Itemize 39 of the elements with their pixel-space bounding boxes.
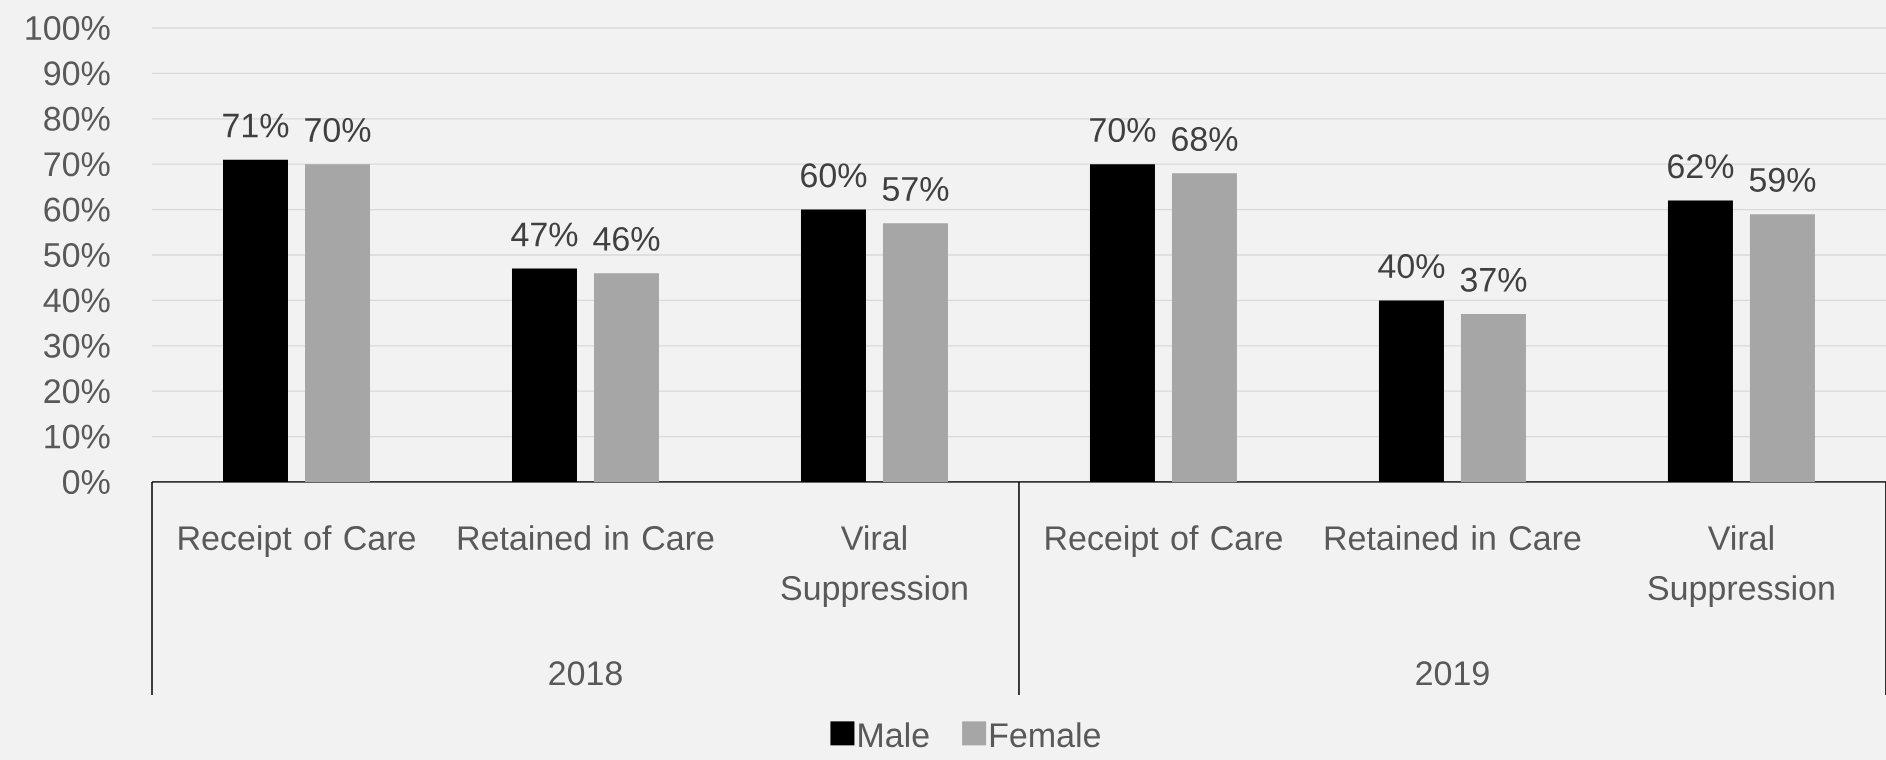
data-label: 57% — [882, 177, 949, 202]
data-label: 37% — [1460, 267, 1527, 292]
y-tick-label: 70% — [44, 152, 110, 177]
text: 2019 — [1416, 661, 1489, 686]
data-label: 60% — [801, 163, 867, 188]
y-tick-label: 90% — [44, 61, 110, 86]
y-tick-label: 0% — [62, 469, 110, 495]
data-label: 46% — [593, 226, 660, 251]
data-label: 62% — [1668, 154, 1734, 179]
data-label: 59% — [1749, 167, 1816, 192]
data-label: 68% — [1172, 127, 1238, 152]
y-tick-label: 10% — [45, 424, 110, 449]
y-tick-label: 20% — [44, 379, 110, 404]
bar — [593, 273, 659, 482]
data-label: 47% — [511, 222, 578, 247]
data-label: 70% — [1090, 117, 1156, 142]
y-tick-label: 30% — [44, 333, 110, 358]
bar — [1171, 173, 1237, 482]
y-tick-label: 80% — [44, 106, 110, 131]
x-tick-label: Viral Suppression — [1648, 525, 1834, 607]
bar — [1460, 314, 1526, 482]
data-label: 71% — [223, 113, 289, 138]
bar — [1749, 214, 1815, 482]
text: 2018 — [549, 661, 622, 686]
data-label: 40% — [1378, 254, 1445, 279]
x-tick-label: Receipt of Care — [1046, 525, 1282, 557]
y-tick-label: 40% — [43, 288, 110, 313]
y-tick-label: 100% — [26, 15, 110, 41]
data-label: 70% — [305, 117, 371, 142]
legend-label: Female — [990, 722, 1100, 748]
x-tick-label: Viral Suppression — [781, 525, 967, 607]
bar — [305, 164, 370, 482]
y-tick-label: 60% — [44, 197, 110, 222]
bar — [882, 223, 948, 482]
x-tick-label: Receipt of Care — [179, 525, 415, 557]
legend-label: Male — [859, 722, 929, 748]
x-tick-label: Retained in Care — [1325, 525, 1581, 551]
x-tick-label: Retained in Care — [458, 525, 714, 551]
y-tick-label: 50% — [44, 242, 110, 268]
